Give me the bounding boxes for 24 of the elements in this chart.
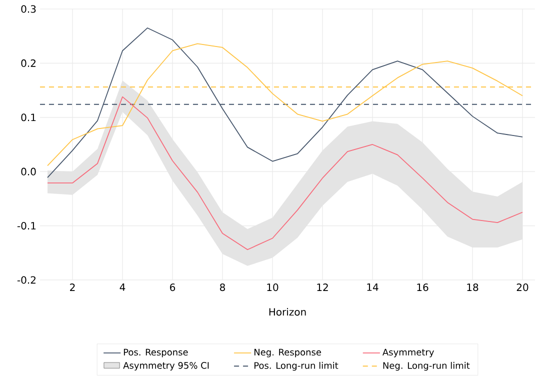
x-tick-label: 4 xyxy=(120,284,126,291)
legend-label: Pos. Response xyxy=(124,348,188,358)
legend-label: Pos. Long-run limit xyxy=(254,362,338,371)
legend-label: Neg. Long-run limit xyxy=(383,362,470,371)
y-tick-label: -0.1 xyxy=(17,222,36,230)
x-tick-label: 14 xyxy=(367,284,378,291)
x-tick-label: 20 xyxy=(516,284,528,292)
x-tick-label: 10 xyxy=(267,284,278,292)
y-tick-label: 0.0 xyxy=(21,168,36,176)
x-tick-label: 2 xyxy=(70,284,75,291)
x-tick-label: 6 xyxy=(170,284,176,292)
x-tick-label: 18 xyxy=(467,284,478,292)
legend-label: Asymmetry xyxy=(382,348,434,358)
x-axis-title: Horizon xyxy=(269,308,306,316)
x-tick-label: 8 xyxy=(220,284,225,292)
y-tick-label: -0.2 xyxy=(17,276,36,284)
text: Asymmetry 95% CI xyxy=(123,362,209,371)
legend-label: Neg. Response xyxy=(254,348,322,358)
x-tick-label: 12 xyxy=(317,284,328,291)
y-tick-label: 0.2 xyxy=(21,59,36,67)
y-tick-label: 0.1 xyxy=(21,114,36,122)
line-series xyxy=(47,96,523,250)
x-tick-label: 16 xyxy=(417,284,428,292)
y-tick-label: 0.3 xyxy=(21,5,36,13)
